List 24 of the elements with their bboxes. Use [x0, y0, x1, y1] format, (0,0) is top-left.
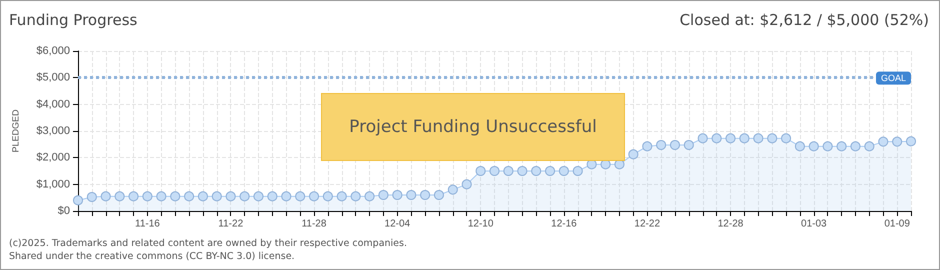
x-tick-label: 12-10 [468, 218, 494, 230]
y-tick-label: $5,000 [36, 72, 70, 84]
x-tick-label: 01-09 [884, 218, 910, 230]
x-tick-label: 12-16 [551, 218, 578, 230]
y-tick-label: $6,000 [36, 45, 70, 57]
notice-banner: Project Funding Unsuccessful [321, 93, 625, 161]
x-tick-label: 11-16 [134, 218, 160, 230]
y-tick-label: $0 [58, 205, 70, 217]
y-tick-label: $4,000 [36, 98, 70, 110]
ref-line-label: GOAL [880, 73, 906, 84]
x-tick-label: 11-28 [302, 218, 327, 230]
x-tick-label: 12-04 [384, 218, 411, 230]
x-tick-label: 01-03 [801, 218, 828, 230]
x-tick-label: 12-28 [718, 218, 744, 230]
y-tick-label: $3,000 [36, 125, 70, 137]
chart-title: Funding Progress [9, 11, 138, 29]
y-tick-label: $2,000 [36, 152, 70, 164]
y-tick-label: $1,000 [36, 178, 70, 190]
x-tick-label: 12-22 [634, 218, 660, 230]
x-tick-label: 11-22 [218, 218, 244, 230]
text: (c)2025. Trademarks and related content are owned by their respective companies. [9, 237, 407, 250]
chart-subtitle: Closed at: $2,612 / $5,000 (52%) [680, 11, 929, 29]
text: Shared under the creative commons (CC BY-NC 3.0) license. [9, 250, 296, 263]
y-axis-title: PLEDGED [10, 108, 20, 153]
